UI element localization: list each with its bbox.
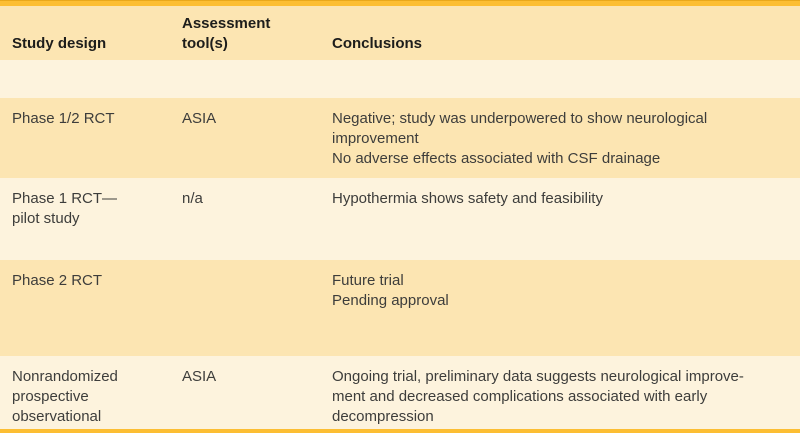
cell-study-design — [0, 60, 170, 98]
cell-assessment-tool: n/a — [182, 190, 203, 207]
table-bottom-rule — [0, 429, 800, 433]
cell-conclusions: Negative; study was underpowered to show… — [332, 110, 708, 167]
table-header-row: Study design Assessment tool(s) Conclusi… — [0, 6, 800, 60]
cell-study-design: Phase 2 RCT — [12, 272, 103, 289]
cell-study-design: Nonrandomized prospective observational — [12, 368, 118, 425]
column-header-study-design: Study design — [12, 35, 107, 52]
study-design-table: Study design Assessment tool(s) Conclusi… — [0, 6, 800, 429]
column-header-conclusions: Conclusions — [332, 35, 423, 52]
column-header-assessment-tools: Assessment tool(s) — [182, 15, 271, 52]
table-top-rule — [0, 0, 800, 6]
cell-assessment-tool — [170, 60, 320, 98]
cell-conclusions: Hypothermia shows safety and feasibility — [332, 190, 603, 207]
table-row: Phase 2 RCT Future trial Pending approva… — [0, 260, 800, 356]
table-row: Phase 1 RCT— pilot study n/a Hypothermia… — [0, 178, 800, 260]
cell-assessment-tool — [170, 260, 320, 356]
cell-conclusions: Future trial Pending approval — [332, 272, 449, 309]
cell-conclusions — [320, 60, 800, 98]
table-row: Phase 1/2 RCT ASIA Negative; study was u… — [0, 98, 800, 178]
table-row: Nonrandomized prospective observational … — [0, 356, 800, 429]
cell-study-design: Phase 1 RCT— pilot study — [12, 190, 118, 227]
cell-conclusions: Ongoing trial, preliminary data suggests… — [332, 368, 744, 425]
table-row — [0, 60, 800, 98]
cell-study-design: Phase 1/2 RCT — [12, 110, 115, 127]
cell-assessment-tool: ASIA — [182, 110, 217, 127]
cell-assessment-tool: ASIA — [182, 368, 217, 385]
